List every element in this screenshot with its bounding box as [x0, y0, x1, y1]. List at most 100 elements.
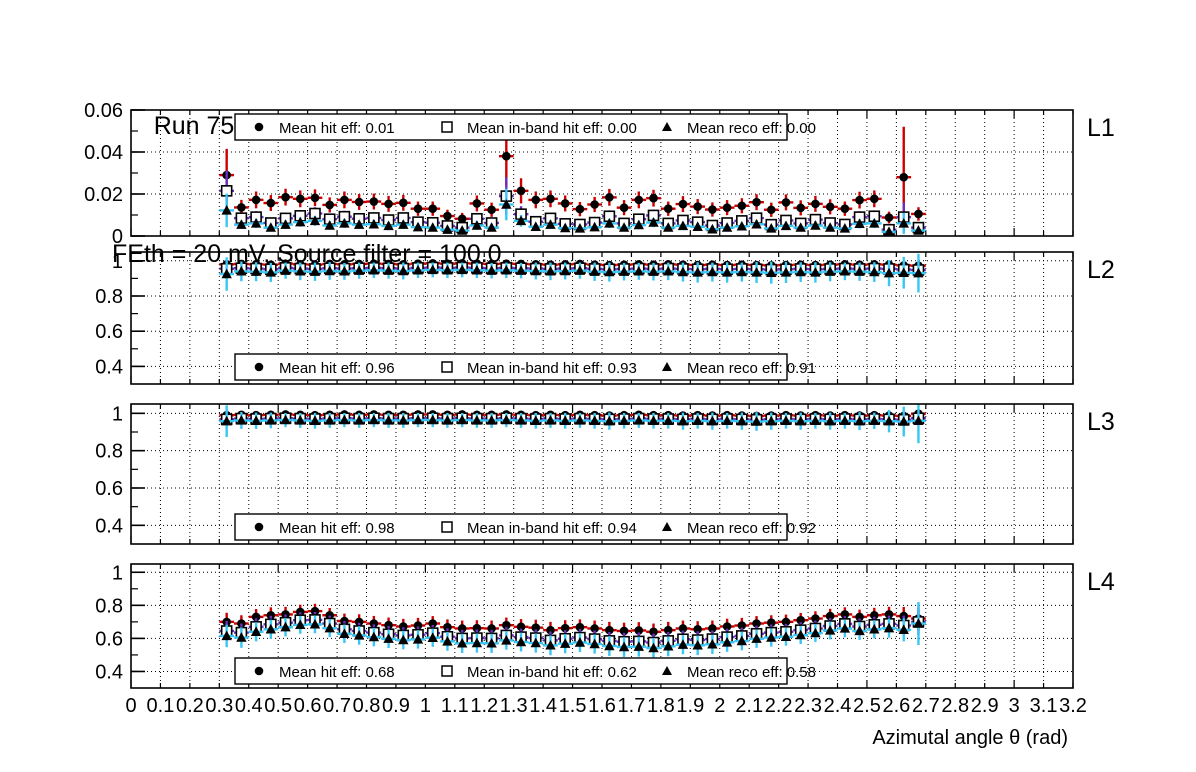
x-tick-label: 1.4 — [529, 695, 557, 717]
marker-filled-triangle — [383, 220, 394, 231]
marker-filled-triangle — [795, 415, 806, 426]
legend-l2: Mean hit eff: 0.96 Mean in-band hit eff: … — [234, 353, 816, 381]
marker-filled-triangle — [766, 223, 777, 233]
marker-filled-triangle — [280, 621, 291, 632]
marker-filled-triangle — [677, 639, 689, 649]
legend-box — [234, 353, 788, 381]
marker-filled-triangle — [383, 415, 394, 425]
legend-entry-label: Mean in-band hit eff: 0.62 — [467, 664, 637, 681]
marker-filled-triangle — [604, 415, 615, 426]
marker-filled-circle — [295, 607, 305, 617]
x-tick-label: 1.3 — [500, 695, 528, 717]
marker-filled-triangle — [353, 630, 365, 640]
marker-filled-circle — [722, 622, 732, 631]
y-tick-label: 0 — [112, 226, 123, 248]
x-tick-label: 0.6 — [294, 695, 322, 717]
marker-filled-triangle — [633, 641, 644, 651]
marker-filled-triangle — [486, 637, 497, 648]
panel-l2: 0.4 0.6 0.8 1 Mean hit eff: 0.96 Mean in-band… — [95, 251, 1115, 385]
marker-filled-circle — [502, 620, 511, 630]
series-reco-eff — [219, 404, 926, 444]
legend-marker-filled-triangle — [662, 666, 672, 675]
marker-filled-triangle — [339, 265, 350, 276]
legend-entry-label: Mean hit eff: 0.96 — [279, 360, 395, 377]
marker-filled-triangle — [869, 218, 880, 228]
marker-filled-triangle — [913, 618, 924, 628]
marker-filled-circle — [884, 213, 894, 222]
marker-filled-circle — [369, 619, 379, 628]
x-tick-label: 1.2 — [470, 695, 498, 717]
marker-filled-triangle — [810, 627, 821, 638]
marker-filled-triangle — [442, 264, 453, 275]
x-tick-label: 2.1 — [735, 695, 763, 717]
marker-filled-triangle — [383, 265, 394, 275]
marker-filled-triangle — [530, 637, 541, 648]
marker-filled-triangle — [839, 623, 851, 633]
marker-filled-triangle — [412, 264, 424, 275]
marker-filled-circle — [722, 203, 732, 212]
legend-marker-open-square — [441, 665, 453, 677]
legend-marker-filled-triangle — [662, 122, 672, 131]
legend-marker-filled-circle — [254, 362, 264, 372]
marker-filled-triangle — [471, 637, 483, 648]
marker-filled-circle — [281, 192, 290, 202]
panel-tag-l4: L4 — [1087, 568, 1115, 596]
x-tick-label: 3.2 — [1059, 695, 1087, 717]
marker-filled-circle — [678, 199, 688, 209]
marker-filled-triangle — [766, 415, 777, 426]
marker-filled-triangle — [604, 640, 615, 651]
x-tick-label: 2.9 — [971, 695, 999, 717]
marker-filled-triangle — [854, 218, 865, 229]
legend-marker-filled-circle — [254, 522, 264, 532]
marker-filled-triangle — [560, 265, 571, 276]
marker-filled-circle — [766, 205, 776, 215]
marker-filled-triangle — [663, 640, 674, 651]
y-tick-label: 0.4 — [95, 515, 123, 537]
x-axis: 0 0.1 0.2 0.3 0.4 0.5 0.6 0.7 0.8 0.9 1 1.1 1.2 1.3 1.… — [125, 695, 1086, 749]
marker-filled-triangle — [692, 639, 703, 650]
marker-filled-triangle — [309, 215, 321, 226]
marker-filled-triangle — [589, 221, 600, 232]
legend-marker-filled-circle — [254, 666, 264, 676]
marker-filled-circle — [605, 625, 614, 635]
marker-filled-triangle — [295, 216, 306, 227]
y-axis: 0.4 0.6 0.8 1 — [95, 562, 145, 683]
marker-filled-triangle — [810, 220, 821, 230]
marker-filled-triangle — [707, 266, 718, 277]
marker-filled-circle — [619, 203, 629, 212]
marker-filled-circle — [737, 621, 747, 630]
y-tick-label: 0.8 — [95, 286, 123, 308]
marker-filled-triangle — [486, 415, 497, 425]
x-tick-label: 2.4 — [824, 695, 852, 717]
marker-filled-circle — [678, 624, 688, 633]
marker-filled-triangle — [295, 415, 306, 425]
marker-filled-triangle — [545, 639, 556, 650]
marker-filled-triangle — [339, 414, 350, 425]
marker-filled-triangle — [368, 414, 380, 425]
marker-filled-triangle — [677, 220, 689, 231]
marker-filled-triangle — [618, 266, 630, 276]
marker-filled-triangle — [515, 265, 527, 275]
marker-filled-triangle — [442, 635, 453, 646]
marker-filled-triangle — [456, 225, 468, 235]
marker-filled-triangle — [545, 265, 556, 276]
marker-filled-triangle — [265, 267, 277, 277]
marker-filled-circle — [634, 195, 644, 205]
marker-filled-circle — [693, 625, 702, 634]
y-axis: 0 0.02 0.04 0.06 — [84, 100, 145, 248]
y-tick-label: 1 — [112, 562, 123, 584]
marker-filled-triangle — [324, 415, 335, 425]
marker-filled-circle — [487, 205, 496, 215]
marker-filled-triangle — [442, 415, 453, 425]
marker-filled-circle — [869, 194, 879, 204]
marker-filled-triangle — [898, 218, 909, 228]
legend-l3: Mean hit eff: 0.98 Mean in-band hit eff: … — [234, 513, 816, 541]
x-tick-label: 0.5 — [264, 695, 292, 717]
panel-tag-l3: L3 — [1087, 408, 1115, 436]
marker-filled-triangle — [501, 414, 512, 425]
marker-filled-triangle — [456, 414, 468, 425]
marker-filled-circle — [546, 625, 555, 635]
marker-filled-triangle — [501, 264, 512, 275]
marker-filled-triangle — [280, 414, 291, 425]
marker-filled-circle — [443, 211, 452, 221]
